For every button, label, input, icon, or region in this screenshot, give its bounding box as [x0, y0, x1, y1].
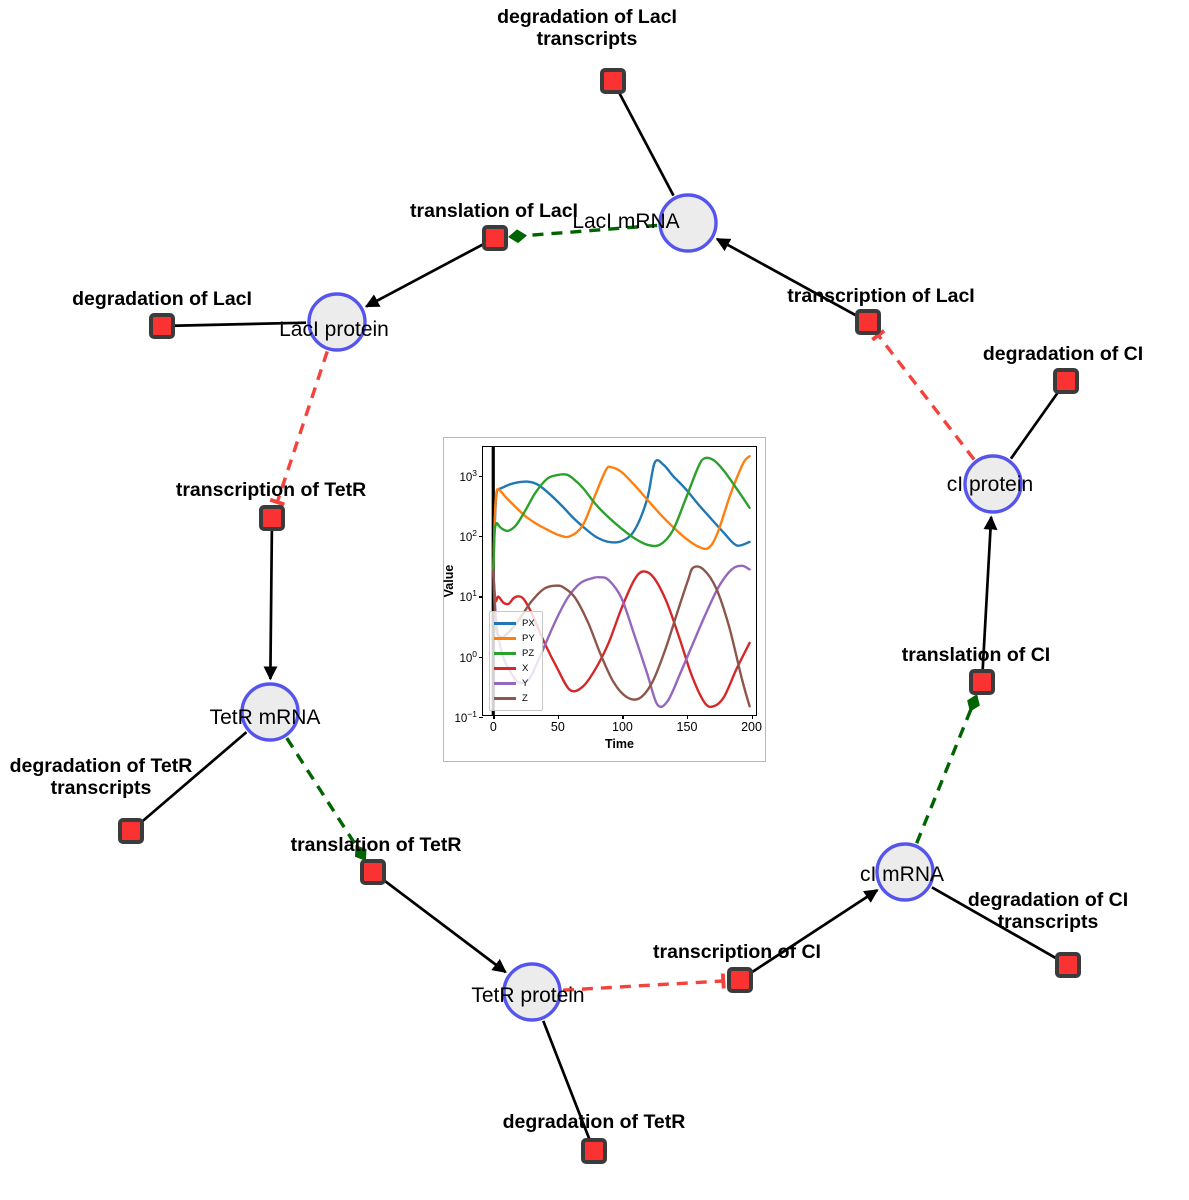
edge-laci_protein-to-transcription_tetr	[269, 350, 329, 507]
reaction-node-deg_tetr[interactable]	[581, 1138, 607, 1164]
y-tick-label-2: 101	[459, 588, 477, 605]
node-group	[118, 68, 1081, 1164]
edge-translation_laci-to-laci_protein	[364, 241, 486, 308]
series-PX	[492, 459, 751, 573]
species-node-ci_protein[interactable]	[963, 454, 1023, 514]
edge-tetr_mrna-to-deg_tetr_transcripts	[138, 731, 248, 825]
timecourse-inset-figure: 10−1 100 101 102 103 0 50 100 150 200 Value Time…	[442, 437, 766, 762]
x-tick-label-2: 100	[611, 720, 633, 734]
legend-swatch-PZ	[494, 652, 516, 655]
reaction-node-transcription_laci[interactable]	[855, 309, 881, 335]
x-tick-label-1: 50	[550, 720, 565, 734]
edge-tetr_protein-to-deg_tetr	[542, 1020, 592, 1142]
edge-ci_protein-to-transcription_laci	[871, 329, 976, 461]
edge-tetr_mrna-to-translation_tetr	[285, 737, 367, 861]
reaction-node-deg_laci_transcripts[interactable]	[600, 68, 626, 94]
chart-legend: PX PY PZ X Y Z	[489, 611, 543, 711]
reaction-node-transcription_ci[interactable]	[727, 967, 753, 993]
y-tick-mark-0	[479, 717, 483, 719]
edge-transcription_ci-to-ci_mrna	[748, 888, 879, 976]
legend-item-Z: Z	[494, 691, 535, 706]
edge-laci_mrna-to-translation_laci	[508, 223, 658, 244]
reaction-node-deg_tetr_transcripts[interactable]	[118, 818, 144, 844]
y-tick-mark-1	[479, 656, 483, 658]
y-tick-mark-4	[479, 475, 483, 477]
y-tick-label-1: 100	[459, 648, 477, 665]
legend-label-PY: PY	[522, 633, 535, 644]
edge-ci_mrna-to-deg_ci_transcripts	[931, 886, 1060, 961]
x-tick-mark-3	[686, 715, 689, 719]
edge-deg_laci_transcripts-to-laci_mrna	[616, 90, 675, 197]
reaction-node-translation_tetr[interactable]	[360, 859, 386, 885]
legend-item-Y: Y	[494, 676, 535, 691]
edge-translation_ci-to-ci_protein	[981, 515, 998, 672]
reaction-node-deg_ci_transcripts[interactable]	[1055, 952, 1081, 978]
edge-transcription_laci-to-laci_mrna	[715, 237, 860, 318]
legend-label-Z: Z	[522, 693, 528, 704]
edge-deg_ci-to-ci_protein	[1009, 389, 1061, 460]
legend-item-X: X	[494, 661, 535, 676]
edge-tetr_protein-to-transcription_ci	[562, 973, 726, 992]
plot-axes: 10−1 100 101 102 103 0 50 100 150 200 Value Time…	[442, 446, 762, 751]
series-PZ	[492, 456, 751, 573]
species-node-laci_protein[interactable]	[307, 292, 367, 352]
legend-swatch-Z	[494, 697, 516, 700]
species-node-tetr_mrna[interactable]	[240, 682, 300, 742]
y-axis-label: Value	[442, 564, 456, 598]
legend-label-PZ: PZ	[522, 648, 535, 659]
legend-swatch-PX	[494, 622, 516, 625]
y-tick-label-4: 103	[459, 467, 477, 484]
edge-deg_laci-to-laci_protein	[172, 321, 307, 328]
legend-label-X: X	[522, 663, 529, 674]
y-tick-label-3: 102	[459, 528, 477, 544]
legend-swatch-PY	[494, 637, 516, 640]
y-tick-mark-2	[479, 596, 483, 598]
legend-label-Y: Y	[522, 678, 529, 689]
species-node-ci_mrna[interactable]	[875, 842, 935, 902]
series-X	[492, 569, 751, 709]
edge-translation_tetr-to-tetr_protein	[380, 877, 507, 974]
species-node-laci_mrna[interactable]	[658, 193, 718, 253]
series-PY	[492, 455, 751, 573]
legend-swatch-Y	[494, 682, 516, 685]
x-tick-mark-0	[493, 715, 495, 719]
reaction-node-translation_ci[interactable]	[969, 669, 995, 695]
x-tick-mark-1	[557, 715, 560, 719]
edge-ci_mrna-to-translation_ci	[915, 694, 980, 844]
x-tick-label-3: 150	[676, 720, 698, 734]
legend-item-PZ: PZ	[494, 646, 535, 661]
x-axis-label: Time	[605, 737, 634, 751]
x-tick-mark-2	[622, 715, 624, 719]
y-tick-label-0: 10−1	[454, 709, 478, 725]
x-tick-label-0: 0	[489, 720, 497, 734]
x-tick-label-4: 200	[741, 720, 762, 734]
reaction-node-deg_ci[interactable]	[1053, 368, 1079, 394]
legend-swatch-X	[494, 667, 516, 670]
legend-item-PX: PX	[494, 616, 535, 631]
reaction-node-transcription_tetr[interactable]	[259, 505, 285, 531]
reaction-node-deg_laci[interactable]	[149, 313, 175, 339]
edge-group	[138, 90, 1061, 1142]
species-node-tetr_protein[interactable]	[502, 962, 562, 1022]
legend-label-PX: PX	[522, 618, 535, 629]
y-tick-mark-3	[479, 536, 483, 538]
legend-item-PY: PY	[494, 631, 535, 646]
edge-transcription_tetr-to-tetr_mrna	[263, 528, 278, 681]
x-tick-mark-4	[751, 715, 753, 719]
reaction-node-translation_laci[interactable]	[482, 225, 508, 251]
